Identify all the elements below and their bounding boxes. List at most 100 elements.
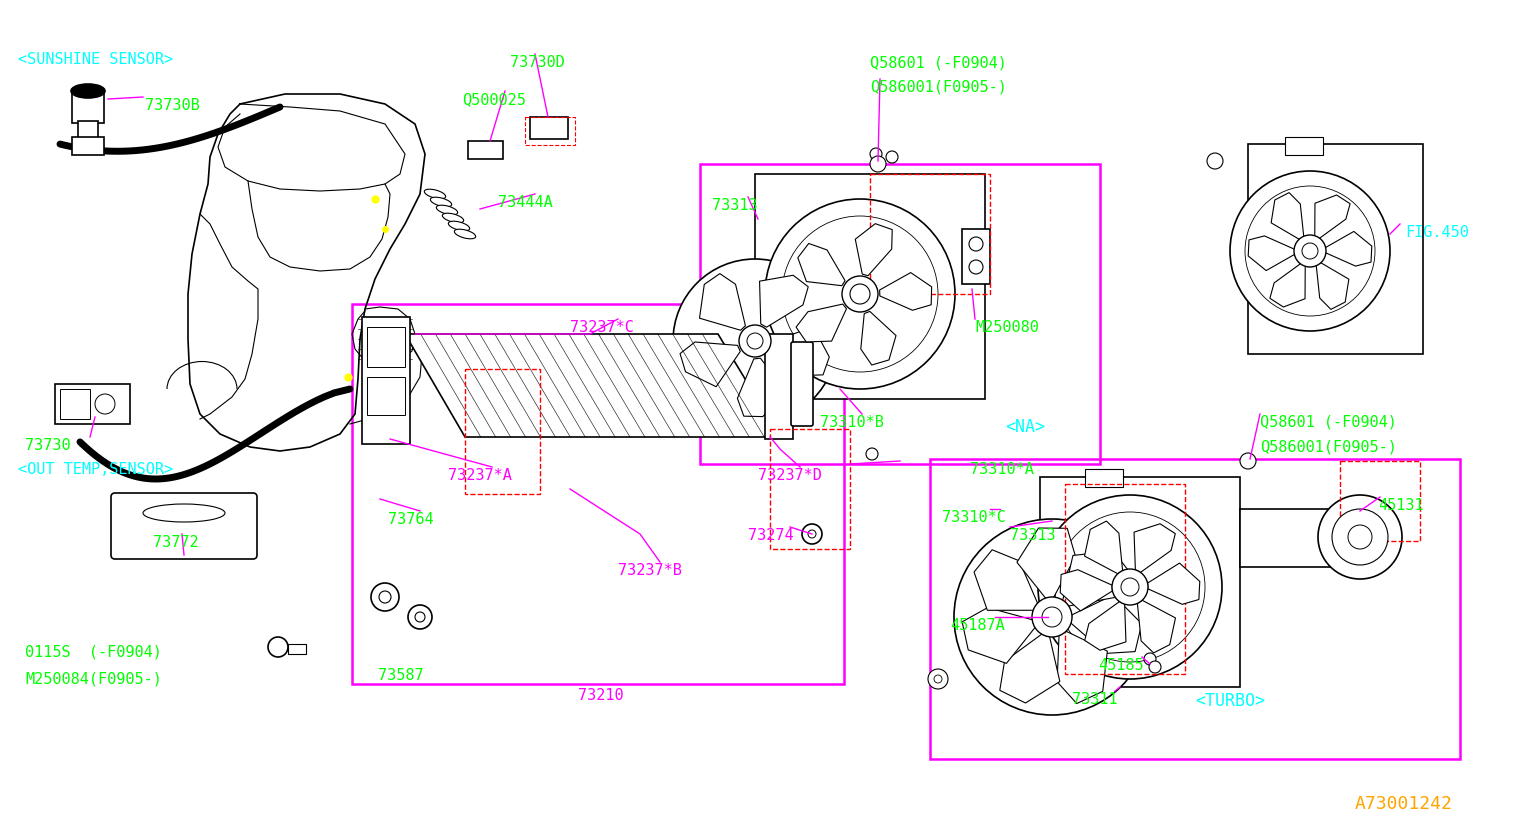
FancyBboxPatch shape (791, 342, 814, 427)
Text: 73730B: 73730B (145, 98, 200, 112)
Polygon shape (1315, 196, 1350, 240)
Text: <SUNSHINE SENSOR>: <SUNSHINE SENSOR> (18, 52, 174, 67)
Text: 73313: 73313 (712, 198, 758, 213)
Text: 73237*D: 73237*D (758, 467, 821, 482)
Bar (524, 118, 575, 146)
Text: 73237*B: 73237*B (618, 562, 681, 577)
Text: <NA>: <NA> (1004, 418, 1044, 436)
Polygon shape (880, 273, 932, 311)
Polygon shape (1084, 522, 1123, 574)
Circle shape (1318, 495, 1403, 579)
Text: 73237*C: 73237*C (571, 319, 634, 335)
Polygon shape (760, 276, 809, 327)
Text: Q58601 (-F0904): Q58601 (-F0904) (1260, 414, 1397, 429)
Circle shape (1043, 607, 1063, 627)
Circle shape (1032, 597, 1072, 638)
Polygon shape (737, 359, 786, 417)
Ellipse shape (71, 85, 105, 99)
FancyBboxPatch shape (368, 378, 404, 415)
Text: 73310*B: 73310*B (820, 414, 884, 429)
Polygon shape (680, 342, 740, 387)
Ellipse shape (431, 198, 452, 208)
Circle shape (866, 448, 878, 461)
FancyBboxPatch shape (468, 141, 503, 160)
Polygon shape (1000, 634, 1060, 703)
Text: A73001242: A73001242 (1355, 794, 1453, 812)
Polygon shape (772, 327, 829, 376)
FancyBboxPatch shape (1240, 509, 1360, 567)
Polygon shape (1063, 552, 1130, 606)
Text: Q500025: Q500025 (461, 92, 526, 107)
FancyBboxPatch shape (72, 138, 105, 155)
Circle shape (871, 157, 886, 173)
Circle shape (886, 152, 898, 164)
Ellipse shape (454, 230, 475, 240)
Bar (700, 165, 1100, 465)
Circle shape (801, 524, 821, 544)
Ellipse shape (437, 206, 458, 216)
Polygon shape (963, 608, 1035, 663)
Text: 73311: 73311 (1072, 691, 1118, 706)
Polygon shape (1134, 524, 1175, 572)
Text: 73237*A: 73237*A (448, 467, 512, 482)
Polygon shape (1017, 528, 1075, 599)
Text: 73764: 73764 (388, 511, 434, 526)
Polygon shape (700, 275, 746, 331)
Polygon shape (1270, 264, 1306, 308)
Circle shape (415, 612, 424, 622)
Polygon shape (1147, 563, 1200, 605)
Circle shape (1149, 662, 1161, 673)
Ellipse shape (448, 222, 469, 232)
Circle shape (1293, 236, 1326, 268)
Circle shape (1038, 495, 1223, 679)
Bar (771, 429, 851, 549)
Text: 73587: 73587 (378, 667, 423, 682)
Circle shape (807, 530, 817, 538)
Bar (1064, 485, 1184, 674)
Polygon shape (1060, 570, 1112, 611)
Text: 73730: 73730 (25, 437, 71, 452)
Ellipse shape (443, 214, 463, 223)
Circle shape (1207, 154, 1223, 170)
FancyBboxPatch shape (60, 390, 91, 419)
Text: M250080: M250080 (975, 319, 1038, 335)
Text: FIG.450: FIG.450 (1406, 225, 1469, 240)
Polygon shape (404, 335, 780, 437)
Text: 0115S  (-F0904): 0115S (-F0904) (25, 644, 161, 659)
Text: 45185: 45185 (1098, 657, 1144, 672)
Text: 73313: 73313 (1010, 528, 1055, 543)
Circle shape (1144, 653, 1157, 665)
Circle shape (934, 675, 941, 683)
Polygon shape (1138, 600, 1175, 653)
Circle shape (969, 261, 983, 275)
FancyBboxPatch shape (1040, 477, 1240, 687)
Text: 73772: 73772 (152, 534, 198, 549)
Circle shape (1332, 509, 1387, 566)
Polygon shape (1324, 232, 1372, 267)
Polygon shape (1057, 632, 1107, 704)
Bar (871, 174, 990, 294)
Circle shape (969, 237, 983, 251)
Circle shape (738, 326, 771, 357)
FancyBboxPatch shape (55, 385, 131, 424)
Circle shape (1121, 578, 1140, 596)
Text: 45187A: 45187A (950, 617, 1004, 632)
Text: 73310*A: 73310*A (970, 461, 1034, 476)
Text: M250084(F0905-): M250084(F0905-) (25, 672, 161, 686)
Text: 73730D: 73730D (511, 55, 564, 70)
FancyBboxPatch shape (1286, 138, 1323, 155)
Circle shape (378, 591, 391, 603)
FancyBboxPatch shape (531, 118, 568, 140)
Text: 73310*C: 73310*C (941, 509, 1006, 524)
Polygon shape (861, 312, 897, 366)
Polygon shape (1270, 194, 1304, 241)
Circle shape (954, 519, 1150, 715)
Polygon shape (1070, 595, 1141, 653)
Circle shape (95, 394, 115, 414)
Text: <TURBO>: <TURBO> (1195, 691, 1264, 709)
Circle shape (927, 669, 947, 689)
Polygon shape (361, 318, 411, 444)
Polygon shape (855, 224, 892, 276)
FancyBboxPatch shape (288, 644, 306, 654)
FancyBboxPatch shape (755, 174, 984, 399)
